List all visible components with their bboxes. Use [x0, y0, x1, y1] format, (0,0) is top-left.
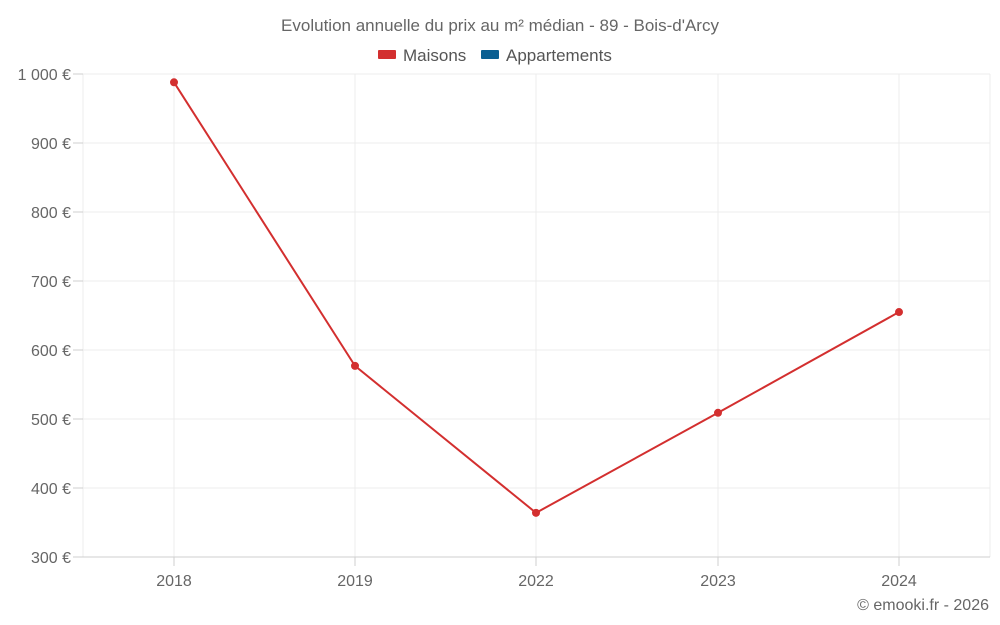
- y-tick-label-400: 400 €: [31, 481, 71, 498]
- legend-label-appartements[interactable]: Appartements: [506, 46, 612, 65]
- x-tick-label-2018: 2018: [156, 573, 192, 590]
- grid-layer: [82, 73, 991, 558]
- data-point-maisons-2023[interactable]: [714, 408, 722, 417]
- y-tick-label-700: 700 €: [31, 274, 71, 291]
- credit-text: © emooki.fr - 2026: [857, 597, 989, 614]
- y-tick-label-800: 800 €: [31, 205, 71, 222]
- x-tick-label-2024: 2024: [881, 573, 917, 590]
- legend: Maisons Appartements: [378, 46, 612, 65]
- chart-title: Evolution annuelle du prix au m² médian …: [281, 16, 719, 35]
- legend-label-maisons[interactable]: Maisons: [403, 46, 466, 65]
- y-tick-label-1000: 1 000 €: [18, 67, 71, 84]
- x-tick-label-2019: 2019: [337, 573, 373, 590]
- legend-swatch-maisons[interactable]: [378, 50, 396, 59]
- y-tick-label-600: 600 €: [31, 343, 71, 360]
- y-tick-label-500: 500 €: [31, 412, 71, 429]
- data-point-maisons-2024[interactable]: [895, 308, 903, 317]
- axis-layer: 300 € 400 € 500 € 600 € 700 € 800 € 900 € 1 000…: [18, 67, 990, 590]
- legend-swatch-appartements[interactable]: [481, 50, 499, 59]
- y-tick-label-900: 900 €: [31, 136, 71, 153]
- x-tick-label-2022: 2022: [518, 573, 554, 590]
- series-layer: [170, 78, 903, 517]
- data-point-maisons-2019[interactable]: [351, 361, 359, 370]
- data-point-maisons-2018[interactable]: [170, 78, 178, 87]
- y-tick-label-300: 300 €: [31, 550, 71, 567]
- x-tick-label-2023: 2023: [700, 573, 736, 590]
- data-point-maisons-2022[interactable]: [532, 508, 540, 517]
